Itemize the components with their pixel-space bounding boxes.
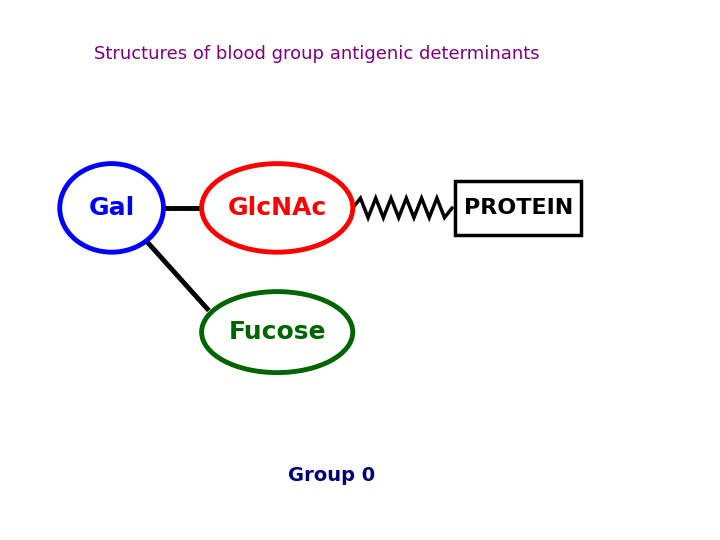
FancyBboxPatch shape (455, 181, 581, 235)
Text: Gal: Gal (89, 196, 135, 220)
Text: Fucose: Fucose (228, 320, 326, 344)
Ellipse shape (60, 164, 163, 252)
Text: PROTEIN: PROTEIN (464, 198, 573, 218)
Ellipse shape (202, 164, 353, 252)
Ellipse shape (202, 292, 353, 373)
Text: GlcNAc: GlcNAc (228, 196, 327, 220)
Text: Group 0: Group 0 (287, 465, 375, 485)
Text: Structures of blood group antigenic determinants: Structures of blood group antigenic dete… (94, 45, 539, 63)
